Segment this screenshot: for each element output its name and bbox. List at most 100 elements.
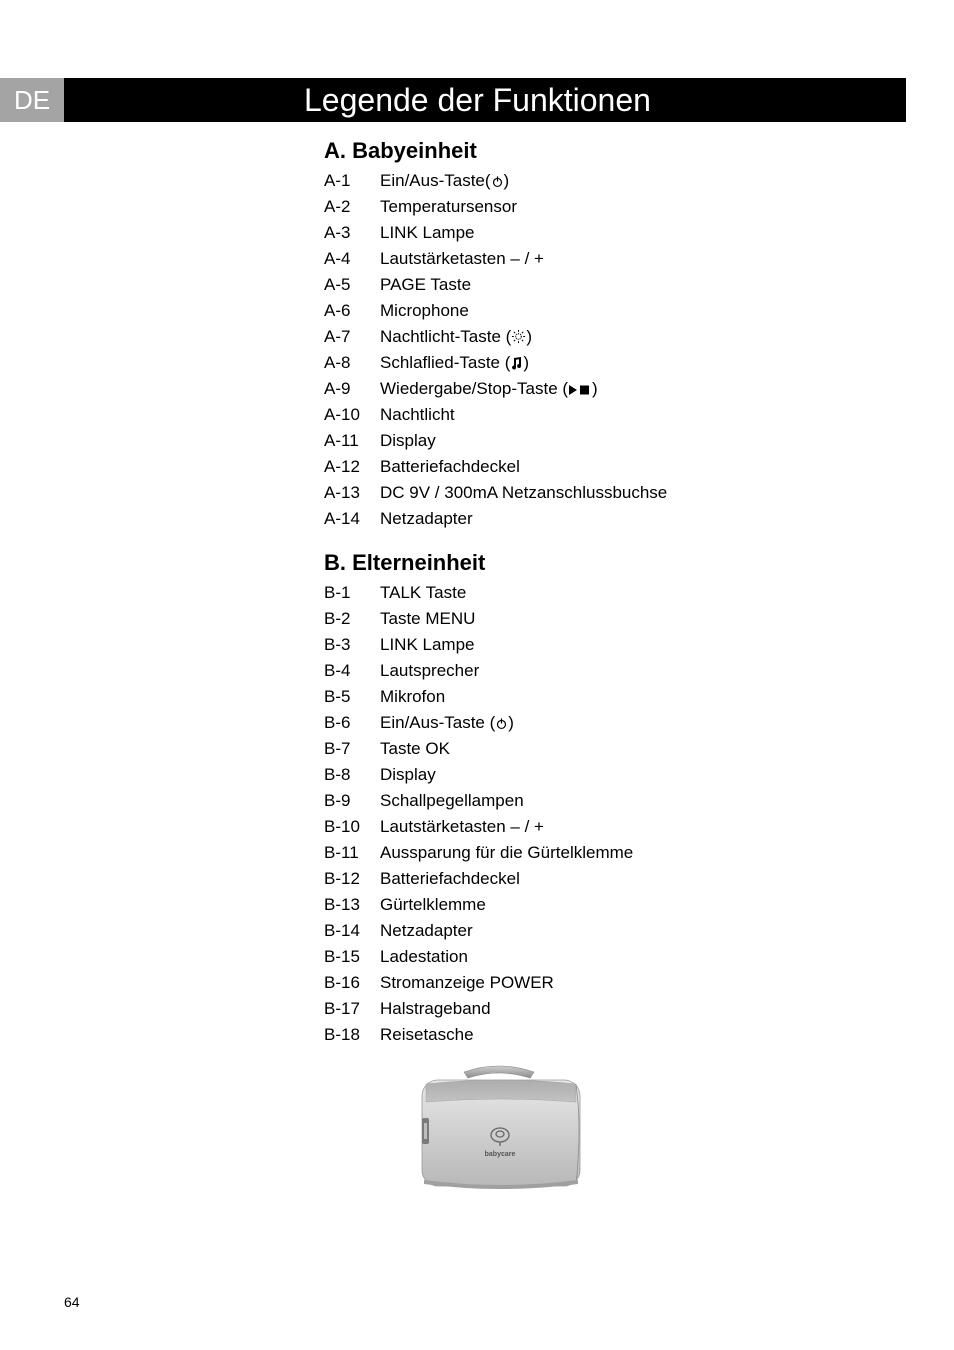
item-label: Nachtlicht: [380, 402, 884, 428]
item-label: Gürtelklemme: [380, 892, 884, 918]
item-label: LINK Lampe: [380, 632, 884, 658]
section-b-item: B-18Reisetasche: [324, 1022, 884, 1048]
item-key: B-3: [324, 632, 380, 658]
item-key: A-2: [324, 194, 380, 220]
page-title: Legende der Funktionen: [64, 78, 906, 122]
travel-bag-icon: babycare: [404, 1058, 594, 1198]
section-b-item: B-15Ladestation: [324, 944, 884, 970]
power-icon: [495, 717, 508, 730]
item-key: A-3: [324, 220, 380, 246]
section-b-item: B-12Batteriefachdeckel: [324, 866, 884, 892]
section-b-item: B-9Schallpegellampen: [324, 788, 884, 814]
section-a-heading: A. Babyeinheit: [324, 138, 884, 164]
section-b-item: B-10Lautstärketasten – / +: [324, 814, 884, 840]
content: A. Babyeinheit A-1Ein/Aus-Taste()A-2Temp…: [324, 128, 884, 1203]
item-key: A-14: [324, 506, 380, 532]
section-b-item: B-14Netzadapter: [324, 918, 884, 944]
item-label: Lautsprecher: [380, 658, 884, 684]
playstop-icon: [568, 384, 592, 396]
section-a-item: A-11Display: [324, 428, 884, 454]
item-label: Taste OK: [380, 736, 884, 762]
section-a-item: A-8Schlaflied-Taste (): [324, 350, 884, 376]
section-b-item: B-5Mikrofon: [324, 684, 884, 710]
item-label: Ladestation: [380, 944, 884, 970]
item-label: Display: [380, 762, 884, 788]
section-b-item: B-1TALK Taste: [324, 580, 884, 606]
item-key: A-6: [324, 298, 380, 324]
section-b-item: B-17Halstrageband: [324, 996, 884, 1022]
item-key: B-6: [324, 710, 380, 736]
section-b-item: B-16Stromanzeige POWER: [324, 970, 884, 996]
item-key: A-4: [324, 246, 380, 272]
section-b-item: B-13Gürtelklemme: [324, 892, 884, 918]
item-key: B-11: [324, 840, 380, 866]
item-label: Aussparung für die Gürtelklemme: [380, 840, 884, 866]
section-a-item: A-4Lautstärketasten – / +: [324, 246, 884, 272]
item-key: A-9: [324, 376, 380, 402]
item-label: Ein/Aus-Taste (): [380, 710, 884, 736]
item-label: Ein/Aus-Taste(): [380, 168, 884, 194]
item-label: Batteriefachdeckel: [380, 866, 884, 892]
item-label: Mikrofon: [380, 684, 884, 710]
item-key: B-18: [324, 1022, 380, 1048]
item-label: TALK Taste: [380, 580, 884, 606]
item-key: B-12: [324, 866, 380, 892]
section-a-item: A-12Batteriefachdeckel: [324, 454, 884, 480]
item-key: A-5: [324, 272, 380, 298]
section-a-item: A-5PAGE Taste: [324, 272, 884, 298]
item-label: Nachtlicht-Taste (): [380, 324, 884, 350]
section-a-item: A-13DC 9V / 300mA Netzanschlussbuchse: [324, 480, 884, 506]
section-b-list: B-1TALK TasteB-2Taste MENUB-3LINK LampeB…: [324, 580, 884, 1048]
item-key: A-11: [324, 428, 380, 454]
item-key: B-14: [324, 918, 380, 944]
section-a-item: A-7Nachtlicht-Taste (): [324, 324, 884, 350]
item-key: B-5: [324, 684, 380, 710]
section-b-item: B-8Display: [324, 762, 884, 788]
item-key: B-1: [324, 580, 380, 606]
item-key: A-13: [324, 480, 380, 506]
item-label: DC 9V / 300mA Netzanschlussbuchse: [380, 480, 884, 506]
sun-icon: [511, 329, 526, 344]
section-a-item: A-1Ein/Aus-Taste(): [324, 168, 884, 194]
item-key: B-9: [324, 788, 380, 814]
item-label: Stromanzeige POWER: [380, 970, 884, 996]
item-key: B-13: [324, 892, 380, 918]
item-label: Display: [380, 428, 884, 454]
page-number: 64: [64, 1294, 80, 1310]
item-label: Batteriefachdeckel: [380, 454, 884, 480]
item-key: A-7: [324, 324, 380, 350]
item-key: A-12: [324, 454, 380, 480]
section-b-item: B-2Taste MENU: [324, 606, 884, 632]
item-label: Netzadapter: [380, 918, 884, 944]
power-icon: [491, 175, 504, 188]
item-label: Schlaflied-Taste (): [380, 350, 884, 376]
item-key: A-8: [324, 350, 380, 376]
item-label: Microphone: [380, 298, 884, 324]
section-a-item: A-14Netzadapter: [324, 506, 884, 532]
section-a-item: A-6Microphone: [324, 298, 884, 324]
travel-bag-figure: babycare: [404, 1058, 884, 1203]
section-b-item: B-6Ein/Aus-Taste (): [324, 710, 884, 736]
item-key: A-1: [324, 168, 380, 194]
item-label: Halstrageband: [380, 996, 884, 1022]
section-b-item: B-7Taste OK: [324, 736, 884, 762]
item-label: Temperatursensor: [380, 194, 884, 220]
section-b-item: B-3LINK Lampe: [324, 632, 884, 658]
language-tab: DE: [0, 78, 64, 122]
section-a-list: A-1Ein/Aus-Taste()A-2TemperatursensorA-3…: [324, 168, 884, 532]
item-label: Reisetasche: [380, 1022, 884, 1048]
item-label: Taste MENU: [380, 606, 884, 632]
music-icon: [510, 356, 523, 370]
section-b-heading: B. Elterneinheit: [324, 550, 884, 576]
item-key: B-2: [324, 606, 380, 632]
section-a-item: A-3LINK Lampe: [324, 220, 884, 246]
item-key: B-16: [324, 970, 380, 996]
section-a-item: A-2Temperatursensor: [324, 194, 884, 220]
item-key: A-10: [324, 402, 380, 428]
item-label: PAGE Taste: [380, 272, 884, 298]
item-key: B-15: [324, 944, 380, 970]
item-label: LINK Lampe: [380, 220, 884, 246]
item-label: Netzadapter: [380, 506, 884, 532]
item-label: Schallpegellampen: [380, 788, 884, 814]
item-key: B-17: [324, 996, 380, 1022]
